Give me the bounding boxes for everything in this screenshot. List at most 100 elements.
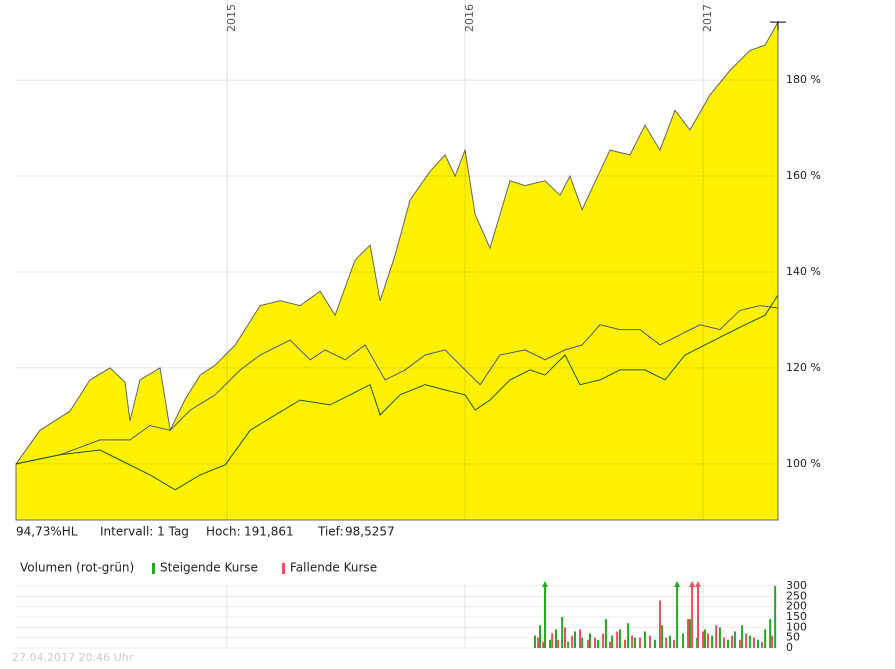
end-marker [770,21,786,31]
high-label: Hoch: [206,525,241,539]
volume-bar [581,637,584,648]
volume-bar [658,600,661,648]
volume-bar [774,586,777,648]
volume-bar [687,619,690,648]
volume-bar [542,641,545,648]
volume-bar [752,637,755,648]
volume-bar [733,631,736,648]
volume-bar [668,635,671,648]
volume-bar [604,619,607,648]
line [15,294,779,491]
volume-bar [673,639,676,648]
volume-bar [738,639,741,648]
volume-bar [537,637,540,648]
volume-bar [741,625,744,648]
volume-bar [574,631,577,648]
volume-bar [722,637,725,648]
price-chart: 2015 2016 2017 100 % 120 % 140 % 160 % 180 % [15,0,821,521]
legend-label: Fallende Kurse [290,561,377,575]
volume-bar [682,633,685,648]
volume-bar [715,625,718,648]
volume-bar [764,629,767,648]
volume-bar [707,633,710,648]
low-label: Tief: [317,525,344,539]
volume-bar [539,625,542,648]
volume-bar [731,635,734,648]
overflow-arrow [695,581,702,587]
x-tick-label: 2017 [701,4,714,32]
overflow-arrow [674,581,681,587]
volume-bar [757,639,760,648]
low-value: 98,5257 [345,525,395,539]
y-tick-label: 0 [786,641,793,654]
volume-bar [727,639,730,648]
y-tick-label: 150 [786,610,807,623]
volume-bar [561,617,564,648]
volume-bar [631,635,634,648]
line [15,305,779,465]
volume-bar [697,583,700,648]
y-tick-label: 300 [786,579,807,592]
volume-bar [579,629,582,648]
legend-title: Volumen (rot-grün) [20,561,134,575]
area [15,20,779,521]
volume-bar [608,641,611,648]
volume-bar [653,639,656,648]
volume-bar [549,639,552,648]
volume-bar [703,629,706,648]
volume-bar [618,629,621,648]
bars [534,583,777,648]
volume-bar [551,633,554,648]
volume-bar [534,635,537,648]
volume-bar [711,635,714,648]
volume-bar [648,635,651,648]
volume-bar [611,635,614,648]
volume-bar [597,639,600,648]
volume-bar [638,637,641,648]
volume-bar [571,635,574,648]
y-tick-label: 100 [786,620,807,633]
y-tick-label: 200 [786,600,807,613]
volume-bar [748,635,751,648]
volume-bar [602,633,605,648]
high-value: 191,861 [244,525,294,539]
volume-bar [554,629,557,648]
volume-bar [718,627,721,648]
timestamp: 27.04.2017 20:46 Uhr [12,651,134,664]
legend-label: Steigende Kurse [160,561,258,575]
overflow-arrow [542,581,549,587]
volume-bar [544,583,547,648]
volume-bar [623,639,626,648]
volume-bar [616,631,619,648]
volume-bar [627,623,630,648]
volume-bar [702,631,705,648]
volume-bar [661,625,664,648]
change: 94,73%HL [16,525,78,539]
legend-swatch [282,563,285,574]
legend-swatch [152,563,155,574]
volume-bar [769,619,772,648]
volume-bar [557,639,560,648]
volume-bar [771,635,774,648]
volume-bar [676,583,679,648]
volume-bar [588,633,591,648]
volume-bar [745,633,748,648]
interval: Intervall: 1 Tag [100,525,189,539]
volume-bar [643,631,646,648]
x-tick-label: 2016 [463,4,476,32]
y-tick-label: 180 % [786,73,821,86]
volume-bar [587,639,590,648]
volume-bar [567,641,570,648]
volume-bar [593,637,596,648]
volume-bar [688,619,691,648]
y-tick-label: 140 % [786,265,821,278]
volume-bar [665,637,668,648]
y-tick-label: 160 % [786,169,821,182]
y-tick-label: 50 [786,631,800,644]
volume-bar [691,583,694,648]
volume-bar [633,637,636,648]
volume-bar [564,627,567,648]
